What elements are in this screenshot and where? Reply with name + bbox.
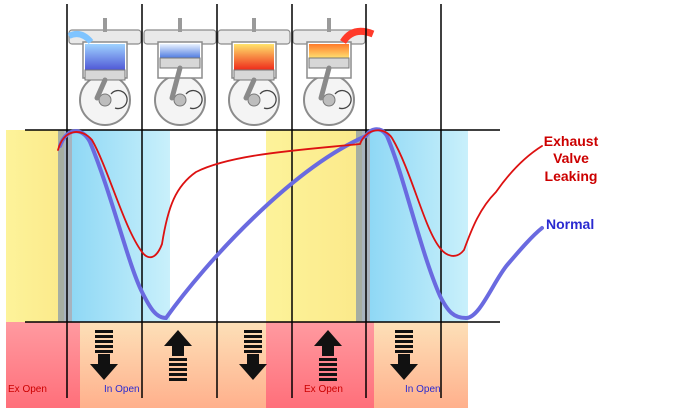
arrow-up-icon-2 (164, 330, 192, 381)
engine-strip (67, 18, 375, 126)
grid-lines (25, 4, 500, 398)
exhaust-leaking-label-line-3: Leaking (545, 168, 598, 184)
ex-open-label-left: Ex Open (8, 384, 47, 395)
arrow-down-icon-1 (90, 330, 118, 380)
exhaust-leaking-label-line-1: Exhaust (544, 133, 599, 149)
in-open-label-left: In Open (104, 384, 140, 395)
engine-cylinder-icon-exhaust-stroke (292, 18, 375, 126)
arrow-down-icon-5 (390, 330, 418, 380)
engine-cylinder-icon-compression-stroke (143, 18, 217, 126)
exhaust-open-zone-right (266, 130, 362, 322)
in-open-label-right: In Open (405, 384, 441, 395)
exhaust-leak-pressure-curve (57, 129, 543, 259)
arrow-up-icon-4 (314, 330, 342, 381)
engine-cylinder-icon-intake-stroke (67, 18, 142, 126)
exhaust-open-zone-left (6, 130, 64, 322)
bottom-exhaust-band-left (6, 322, 80, 408)
arrow-down-icon-3 (239, 330, 267, 380)
normal-label: Normal (546, 216, 594, 232)
ex-open-label-right: Ex Open (304, 384, 343, 395)
intake-open-zone-left (72, 130, 170, 322)
intake-open-zone-right (370, 130, 468, 322)
engine-cylinder-icon-power-stroke (217, 18, 291, 126)
exhaust-leaking-label-line-2: Valve (553, 150, 589, 166)
bottom-peach-band-right (374, 322, 468, 408)
stroke-arrows (90, 330, 418, 381)
